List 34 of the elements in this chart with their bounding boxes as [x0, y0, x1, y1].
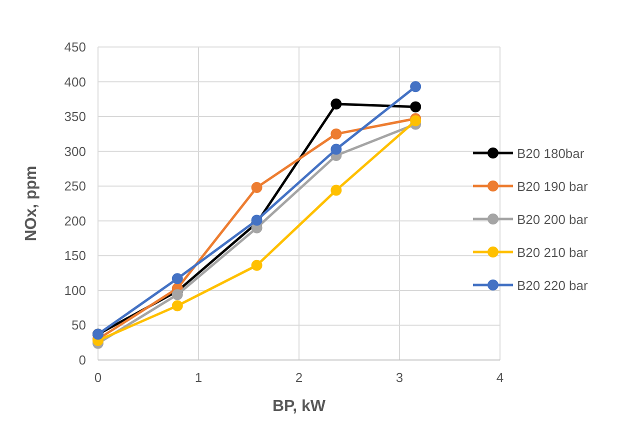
y-tick-label: 400: [64, 74, 86, 90]
x-axis-title: BP, kW: [272, 398, 326, 415]
y-tick-label: 100: [64, 282, 86, 298]
y-tick-label: 250: [64, 178, 86, 194]
y-tick-label: 200: [64, 213, 86, 228]
point: [330, 184, 342, 196]
y-axis-title: NOx, ppm: [23, 166, 40, 242]
point: [410, 101, 422, 112]
legend-label: B20 200 bar: [517, 212, 589, 227]
point: [330, 144, 342, 155]
x-tick-label: 3: [396, 370, 404, 385]
y-tick-label: 350: [64, 109, 86, 124]
y-tick-label: 300: [64, 144, 86, 159]
legend-label: B20 190 bar: [517, 179, 589, 194]
point: [172, 289, 183, 300]
legend-label: B20 180bar: [517, 146, 585, 161]
point: [172, 300, 183, 312]
point: [410, 81, 422, 92]
y-tick-label: 150: [64, 248, 86, 264]
point: [251, 182, 262, 193]
x-tick-label: 1: [194, 370, 202, 385]
point: [172, 273, 183, 284]
x-tick-label: 4: [496, 370, 504, 385]
legend-label: B20 210 bar: [517, 245, 589, 260]
y-tick-label: 450: [64, 40, 86, 54]
point: [330, 128, 342, 140]
y-tick-label: 0: [78, 352, 86, 368]
point: [251, 260, 262, 271]
x-tick-label: 0: [94, 370, 102, 385]
x-tick-label: 2: [295, 370, 303, 385]
legend-label: B20 220 bar: [517, 278, 589, 293]
point: [251, 214, 262, 226]
point: [330, 98, 342, 110]
y-tick-label: 50: [72, 318, 86, 333]
